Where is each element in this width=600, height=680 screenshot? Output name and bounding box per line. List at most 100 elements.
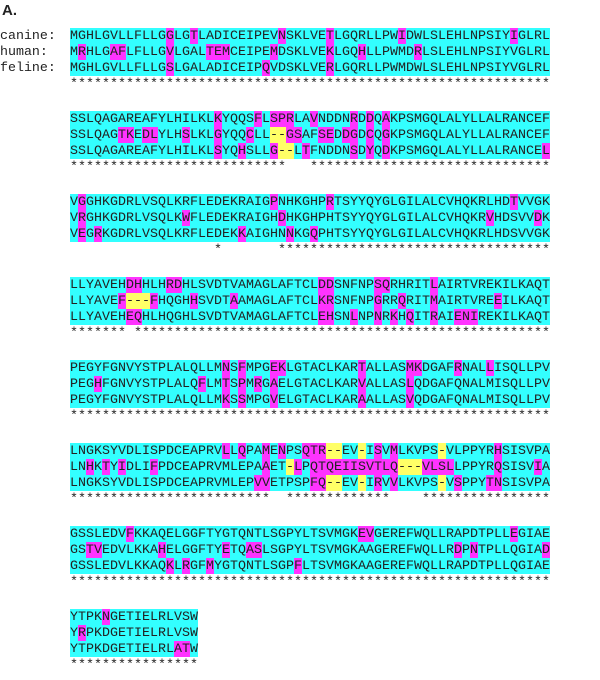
- residue: L: [190, 127, 198, 143]
- residue: L: [70, 443, 78, 459]
- residue: A: [254, 277, 262, 293]
- residue: S: [78, 558, 86, 574]
- residue: G: [302, 194, 310, 210]
- residue: S: [78, 143, 86, 159]
- residue: Q: [382, 277, 390, 293]
- residue: D: [214, 309, 222, 325]
- residue: P: [158, 475, 166, 491]
- residue: Q: [238, 111, 246, 127]
- residue: G: [222, 558, 230, 574]
- residue: G: [430, 376, 438, 392]
- residue: A: [302, 127, 310, 143]
- residue: E: [206, 194, 214, 210]
- residue: E: [134, 111, 142, 127]
- residue: P: [318, 226, 326, 242]
- residue: P: [302, 459, 310, 475]
- residue: R: [390, 526, 398, 542]
- residue: Y: [478, 459, 486, 475]
- residue: S: [510, 226, 518, 242]
- residue: R: [446, 542, 454, 558]
- residue: L: [366, 44, 374, 60]
- residue: G: [86, 376, 94, 392]
- residue: F: [310, 143, 318, 159]
- residue: T: [334, 194, 342, 210]
- residue: -: [142, 293, 150, 309]
- residue: Y: [158, 143, 166, 159]
- residue: L: [262, 558, 270, 574]
- residue: C: [174, 475, 182, 491]
- residue: L: [398, 475, 406, 491]
- residue: D: [406, 44, 414, 60]
- residue: C: [438, 210, 446, 226]
- residue: S: [502, 459, 510, 475]
- residue: E: [270, 360, 278, 376]
- residue: D: [214, 28, 222, 44]
- residue: I: [406, 194, 414, 210]
- residue: A: [246, 542, 254, 558]
- residue: K: [142, 526, 150, 542]
- residue: L: [230, 459, 238, 475]
- residue: A: [358, 542, 366, 558]
- residue: L: [182, 360, 190, 376]
- residue: L: [206, 376, 214, 392]
- residue: L: [350, 309, 358, 325]
- residue: S: [86, 558, 94, 574]
- residue: G: [342, 526, 350, 542]
- residue: G: [182, 526, 190, 542]
- residue: L: [510, 293, 518, 309]
- residue: L: [510, 309, 518, 325]
- residue: A: [278, 309, 286, 325]
- residue: Q: [158, 226, 166, 242]
- residue: A: [206, 28, 214, 44]
- residue: D: [126, 277, 134, 293]
- residue: M: [222, 475, 230, 491]
- residue: Y: [502, 44, 510, 60]
- residue: I: [342, 459, 350, 475]
- residue: M: [486, 376, 494, 392]
- residue: P: [286, 526, 294, 542]
- residue: A: [422, 226, 430, 242]
- residue: T: [222, 376, 230, 392]
- residue: V: [118, 475, 126, 491]
- residue: L: [486, 226, 494, 242]
- residue: C: [302, 309, 310, 325]
- residue: P: [302, 475, 310, 491]
- residue: Q: [406, 309, 414, 325]
- residue: F: [150, 459, 158, 475]
- residue: R: [478, 226, 486, 242]
- residue: I: [494, 392, 502, 408]
- residue: Y: [214, 526, 222, 542]
- residue: V: [214, 475, 222, 491]
- residue: S: [286, 28, 294, 44]
- residue: I: [446, 293, 454, 309]
- residue: F: [542, 127, 550, 143]
- residue: H: [494, 210, 502, 226]
- residue: E: [398, 542, 406, 558]
- residue: I: [414, 293, 422, 309]
- residue: P: [534, 360, 542, 376]
- residue: I: [494, 360, 502, 376]
- residue: N: [462, 376, 470, 392]
- residue: L: [150, 277, 158, 293]
- residue: A: [470, 360, 478, 376]
- residue: L: [150, 609, 158, 625]
- residue: H: [142, 309, 150, 325]
- residue: K: [294, 60, 302, 76]
- residue: I: [494, 60, 502, 76]
- residue: G: [262, 226, 270, 242]
- residue: Q: [158, 210, 166, 226]
- residue: E: [182, 443, 190, 459]
- residue: Q: [190, 392, 198, 408]
- residue: K: [326, 44, 334, 60]
- residue: L: [366, 28, 374, 44]
- residue: P: [470, 475, 478, 491]
- residue: A: [542, 459, 550, 475]
- residue: Q: [422, 558, 430, 574]
- residue: P: [198, 475, 206, 491]
- residue: D: [358, 127, 366, 143]
- residue: S: [150, 443, 158, 459]
- residue: L: [198, 60, 206, 76]
- residue: N: [342, 293, 350, 309]
- residue: P: [470, 459, 478, 475]
- residue: A: [438, 392, 446, 408]
